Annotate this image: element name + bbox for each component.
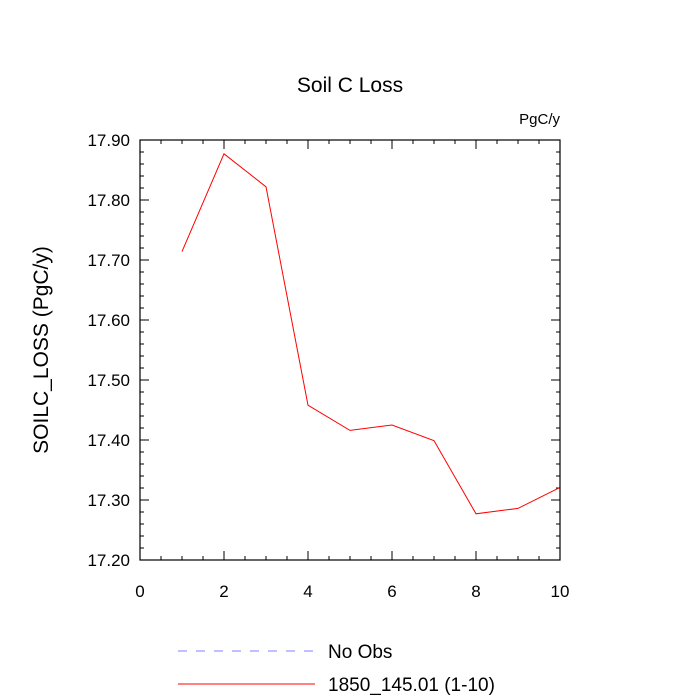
x-tick-label: 4 (303, 582, 312, 601)
x-tick-label: 6 (387, 582, 396, 601)
legend-label-series-1: 1850_145.01 (1-10) (328, 675, 495, 696)
legend-label-no-obs: No Obs (328, 642, 392, 663)
units-label: PgC/y (519, 111, 560, 128)
tick-labels: 0 2 4 6 8 10 17.20 17.30 17.40 17.50 17.60 17.70 17.… (87, 131, 569, 601)
y-axis-label: SOILC_LOSS (PgC/y) (30, 246, 53, 454)
y-tick-label: 17.50 (87, 371, 130, 390)
y-tick-label: 17.70 (87, 251, 130, 270)
plot-frame (139, 139, 561, 561)
x-tick-label: 2 (219, 582, 228, 601)
series-layer (181, 153, 561, 515)
x-tick-label: 10 (551, 582, 570, 601)
y-tick-label: 17.40 (87, 431, 130, 450)
x-tick-label: 8 (471, 582, 480, 601)
chart-title: Soil C Loss (297, 74, 403, 97)
legend: No Obs 1850_145.01 (1-10) (178, 642, 495, 696)
x-tick-label: 0 (135, 582, 144, 601)
y-tick-label: 17.80 (87, 191, 130, 210)
y-tick-label: 17.20 (87, 551, 130, 570)
axis-ticks (139, 139, 561, 561)
y-tick-label: 17.30 (87, 491, 130, 510)
y-tick-label: 17.60 (87, 311, 130, 330)
series-line-1 (181, 153, 561, 515)
y-tick-label: 17.90 (87, 131, 130, 150)
